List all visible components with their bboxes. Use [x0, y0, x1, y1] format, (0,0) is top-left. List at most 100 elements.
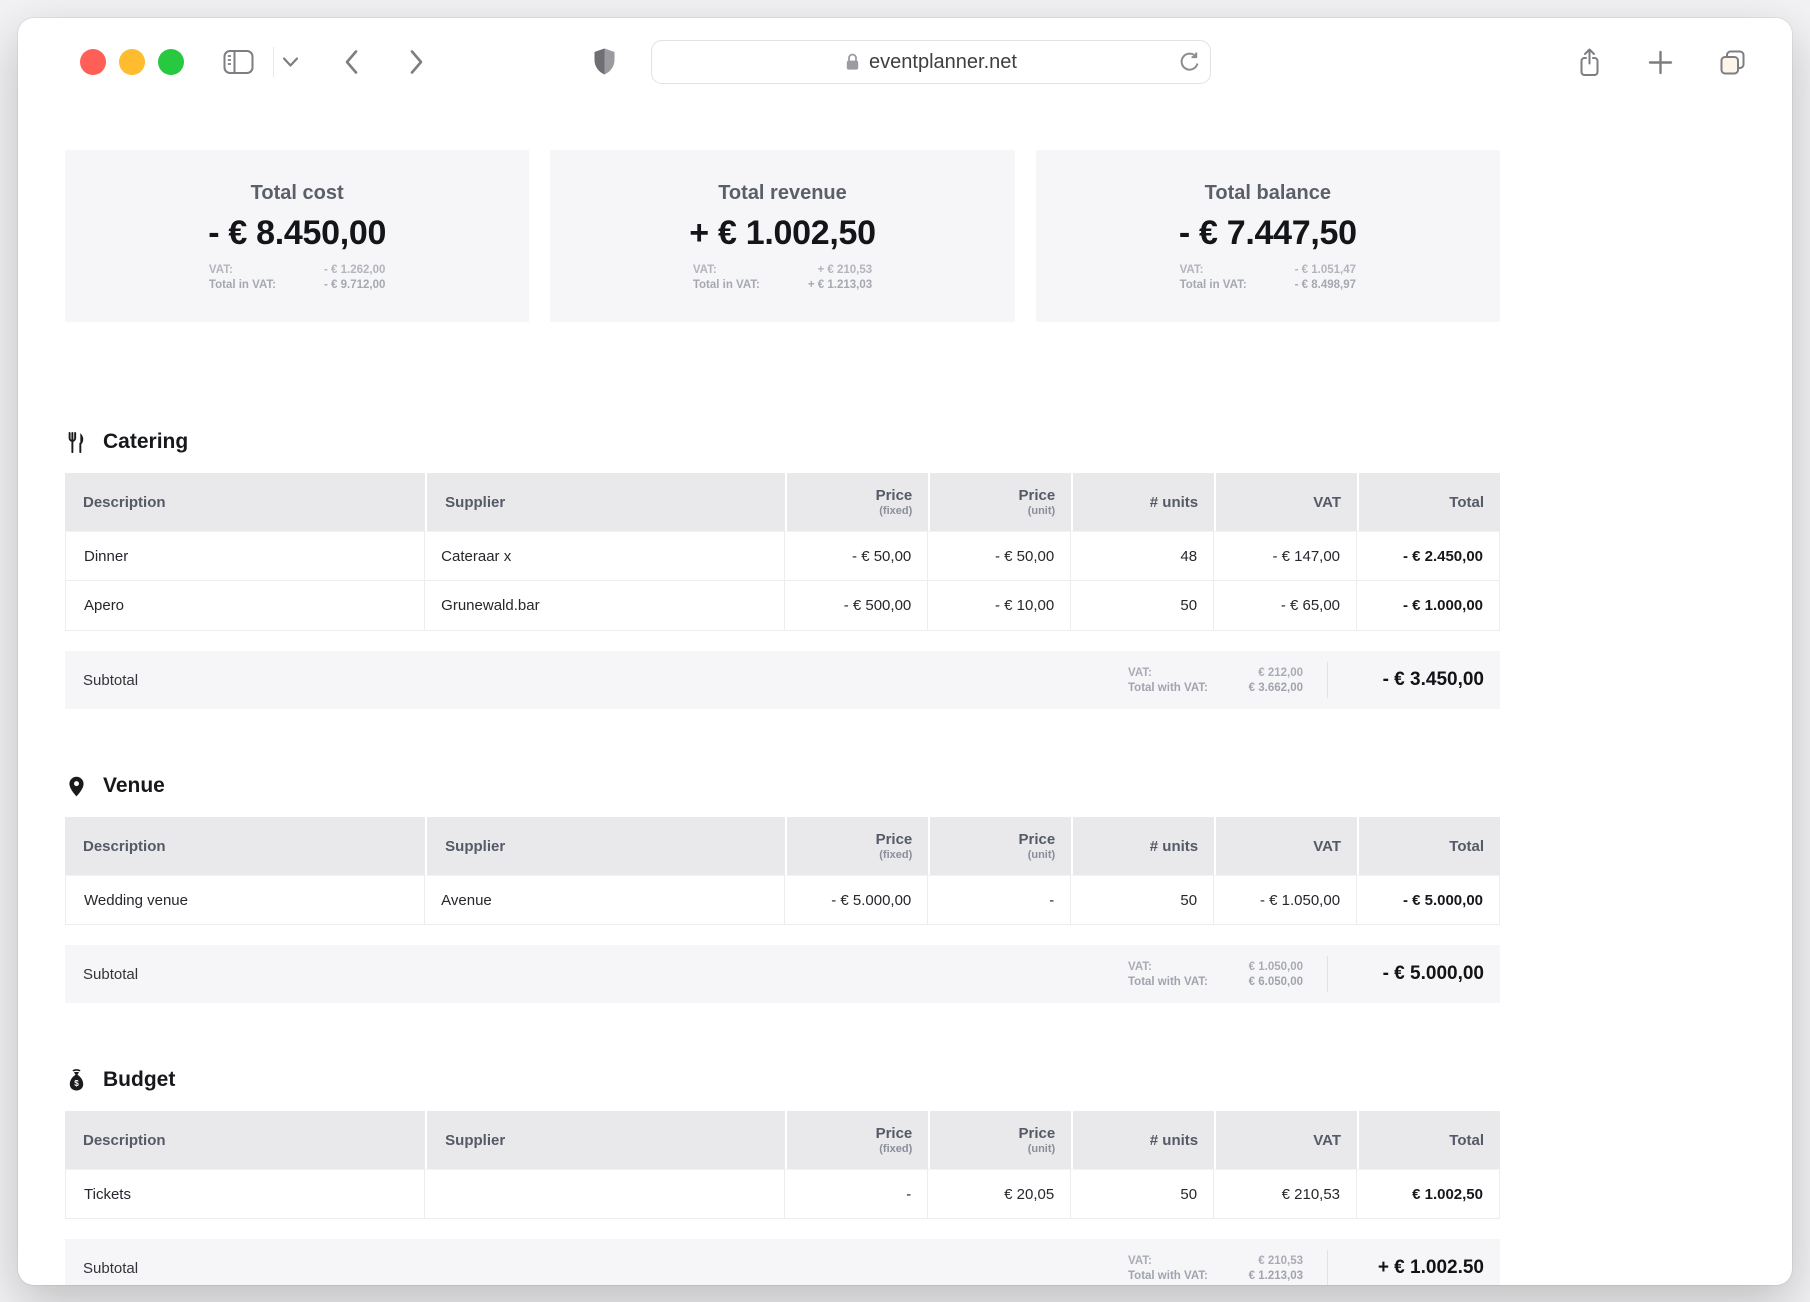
col-header-sublabel: (unit): [1027, 505, 1056, 517]
card-vat-details: VAT: + € 210,53 Total in VAT: + € 1.213,03: [693, 264, 872, 291]
chevron-down-icon[interactable]: [282, 56, 299, 68]
money-bag-icon: $: [65, 1068, 88, 1092]
close-button[interactable]: [80, 49, 106, 75]
subtotal-label: Subtotal: [83, 671, 139, 689]
col-header-label: Price: [1018, 831, 1056, 848]
cell-vat: - € 1.050,00: [1214, 875, 1358, 925]
col-header-sublabel: (fixed): [879, 1143, 913, 1155]
card-amount: + € 1.002,50: [689, 213, 876, 252]
col-header-supplier: Supplier: [425, 1111, 786, 1169]
toolbar-divider: [273, 47, 274, 77]
shield-icon[interactable]: [592, 47, 617, 77]
col-header-label: Price: [875, 487, 913, 504]
summary-cards: Total cost - € 8.450,00 VAT: - € 1.262,00…: [65, 150, 1500, 322]
summary-card-total-cost: Total cost - € 8.450,00 VAT: - € 1.262,00…: [65, 150, 530, 322]
cell-total: € 1.002,50: [1357, 1169, 1500, 1219]
section-venue: Venue Description Supplier Price (fixed) Pric…: [65, 771, 1500, 1003]
col-header-supplier: Supplier: [425, 473, 786, 531]
col-header-description: Description: [65, 473, 426, 531]
table-header-row: Description Supplier Price (fixed) Price (uni…: [65, 817, 1500, 875]
col-header-price_unit: Price (unit): [928, 1111, 1072, 1169]
col-header-label: Price: [1018, 487, 1056, 504]
col-header-label: VAT: [1313, 837, 1342, 855]
vat-label: VAT:: [1128, 960, 1152, 973]
tab-overview-icon[interactable]: [1719, 49, 1746, 76]
col-header-label: Supplier: [445, 493, 506, 511]
table-row[interactable]: Apero Grunewald.bar - € 500,00- € 10,00 50-…: [65, 581, 1500, 631]
col-header-vat: VAT: [1214, 817, 1358, 875]
total-with-vat-value: € 3.662,00: [1248, 681, 1303, 694]
vat-label: VAT:: [1128, 666, 1152, 679]
section-catering: Catering Description Supplier Price (fixed) P…: [65, 427, 1500, 709]
section-title: Catering: [103, 430, 189, 453]
traffic-lights: [80, 49, 184, 75]
address-bar[interactable]: eventplanner.net: [651, 40, 1211, 84]
col-header-sublabel: (unit): [1027, 1143, 1056, 1155]
col-header-label: # units: [1149, 837, 1199, 855]
section-heading: $ Budget: [65, 1065, 1500, 1095]
col-header-label: Description: [83, 1131, 166, 1149]
col-header-label: Price: [875, 1125, 913, 1142]
cell-vat: € 210,53: [1214, 1169, 1358, 1219]
cost-table: Description Supplier Price (fixed) Price (uni…: [65, 817, 1500, 925]
cell-supplier: Avenue: [425, 875, 786, 925]
total-in-vat-label: Total in VAT:: [692, 278, 760, 291]
col-header-sublabel: (fixed): [879, 849, 913, 861]
col-header-units: # units: [1071, 1111, 1215, 1169]
col-header-price_unit: Price (unit): [928, 473, 1072, 531]
col-header-label: # units: [1149, 1131, 1199, 1149]
forward-icon[interactable]: [409, 49, 424, 75]
table-header-row: Description Supplier Price (fixed) Price (uni…: [65, 1111, 1500, 1169]
col-header-description: Description: [65, 1111, 426, 1169]
subtotal-total: - € 5.000,00: [1382, 963, 1484, 984]
cell-price_unit: -: [928, 875, 1072, 925]
section-heading: Venue: [65, 771, 1500, 801]
cell-price_unit: - € 10,00: [928, 581, 1072, 631]
section-title: Budget: [103, 1068, 176, 1091]
cell-price_unit: - € 50,00: [928, 531, 1072, 581]
zoom-button[interactable]: [158, 49, 184, 75]
card-title: Total cost: [250, 181, 344, 204]
col-header-total: Total: [1357, 473, 1500, 531]
table-row[interactable]: Dinner Cateraar x- € 50,00- € 50,00 48- € …: [65, 531, 1500, 581]
total-with-vat-value: € 1.213,03: [1248, 1269, 1303, 1282]
col-header-total: Total: [1357, 1111, 1500, 1169]
minimize-button[interactable]: [119, 49, 145, 75]
col-header-sublabel: (fixed): [879, 505, 913, 517]
vat-label: VAT:: [692, 263, 717, 276]
subtotal-divider: [1327, 662, 1328, 698]
section-title: Venue: [103, 774, 165, 797]
card-vat-details: VAT: - € 1.051,47 Total in VAT: - € 8.498,…: [1180, 264, 1356, 291]
vat-value: € 212,00: [1258, 666, 1303, 679]
col-header-label: Supplier: [445, 837, 506, 855]
col-header-units: # units: [1071, 817, 1215, 875]
reload-icon[interactable]: [1177, 51, 1200, 74]
vat-label: VAT:: [1128, 1254, 1152, 1267]
lock-icon: [845, 52, 860, 72]
total-with-vat-label: Total with VAT:: [1128, 1269, 1208, 1282]
page-content: Total cost - € 8.450,00 VAT: - € 1.262,00…: [18, 106, 1500, 1285]
total-with-vat-label: Total with VAT:: [1128, 975, 1208, 988]
card-title: Total balance: [1204, 181, 1331, 204]
back-icon[interactable]: [344, 49, 359, 75]
total-with-vat-value: € 6.050,00: [1248, 975, 1303, 988]
col-header-label: Description: [83, 493, 166, 511]
plus-icon[interactable]: [1647, 49, 1674, 76]
subtotal-label: Subtotal: [83, 965, 139, 983]
cell-price_fixed: - € 500,00: [785, 581, 929, 631]
col-header-description: Description: [65, 817, 426, 875]
sidebar-toggle-icon[interactable]: [223, 49, 254, 75]
col-header-label: Total: [1449, 493, 1484, 511]
subtotal-row: Subtotal VAT: € 210,53 Total with VAT: € 1.2…: [65, 1239, 1500, 1285]
vat-value: - € 1.262,00: [324, 263, 386, 276]
total-with-vat-label: Total with VAT:: [1128, 681, 1208, 694]
share-icon[interactable]: [1577, 47, 1602, 78]
subtotal-divider: [1327, 1250, 1328, 1285]
table-row[interactable]: Wedding venue Avenue - € 5.000,00-50- € 1.…: [65, 875, 1500, 925]
cell-vat: - € 65,00: [1214, 581, 1358, 631]
table-row[interactable]: Tickets - € 20,05 50 € 210,53 € 1.002,50: [65, 1169, 1500, 1219]
cell-units: 50: [1071, 1169, 1215, 1219]
location-pin-icon: [65, 775, 88, 798]
vat-value: € 1.050,00: [1248, 960, 1303, 973]
subtotal-vat-details: VAT: € 212,00 Total with VAT: € 3.662,00: [1128, 667, 1303, 694]
